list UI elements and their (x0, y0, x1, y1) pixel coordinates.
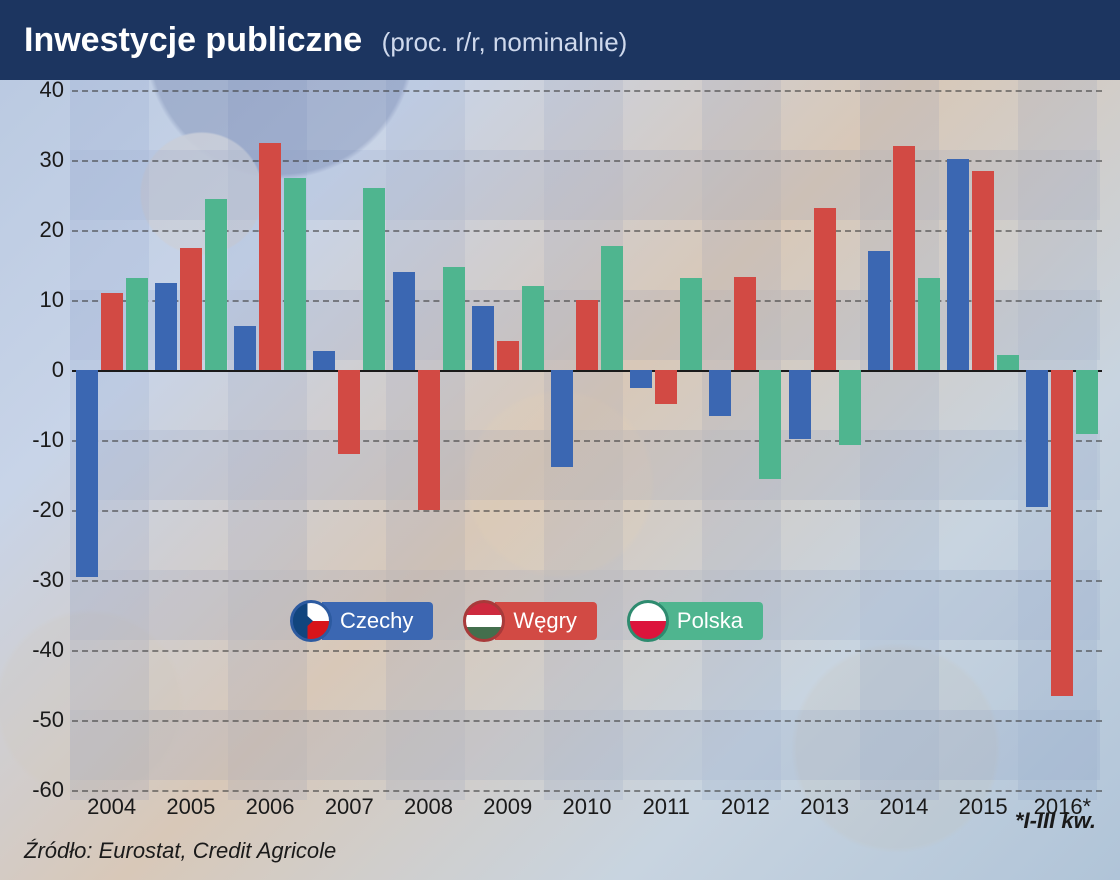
bar-polska-2006 (284, 178, 306, 371)
x-tick-label: 2008 (404, 794, 453, 820)
x-tick-label: 2007 (325, 794, 374, 820)
chart-title: Inwestycje publiczne (proc. r/r, nominal… (24, 21, 627, 60)
legend-item-hu: Węgry (463, 600, 597, 642)
gridline (72, 580, 1102, 582)
flag-icon-pl (627, 600, 669, 642)
y-tick-label: 10 (16, 287, 64, 313)
legend-label: Czechy (322, 602, 433, 640)
legend-item-cz: Czechy (290, 600, 433, 642)
x-tick-label: 2010 (563, 794, 612, 820)
y-tick-label: -40 (16, 637, 64, 663)
bar-polska-2013 (839, 370, 861, 445)
bar-czechy-2005 (155, 283, 177, 371)
y-tick-label: -10 (16, 427, 64, 453)
bar-polska-2007 (363, 188, 385, 370)
bar-czechy-2008 (393, 272, 415, 370)
y-tick-label: 20 (16, 217, 64, 243)
gridline (72, 720, 1102, 722)
bar-węgry-2007 (338, 370, 360, 454)
legend-item-pl: Polska (627, 600, 763, 642)
bar-polska-2011 (680, 278, 702, 370)
bar-polska-2016* (1076, 370, 1098, 434)
bar-węgry-2005 (180, 248, 202, 371)
bar-polska-2005 (205, 199, 227, 371)
bar-polska-2009 (522, 286, 544, 370)
bar-czechy-2006 (234, 326, 256, 370)
bar-czechy-2004 (76, 370, 98, 577)
bar-polska-2008 (443, 267, 465, 370)
x-tick-label: 2006 (246, 794, 295, 820)
bar-czechy-2013 (789, 370, 811, 439)
bar-węgry-2013 (814, 208, 836, 370)
chart-area: 403020100-10-20-30-40-50-602004200520062… (18, 90, 1102, 810)
bar-węgry-2014 (893, 146, 915, 370)
y-tick-label: -20 (16, 497, 64, 523)
x-tick-label: 2013 (800, 794, 849, 820)
zero-axis (72, 370, 1102, 372)
bar-węgry-2010 (576, 300, 598, 370)
bar-czechy-2009 (472, 306, 494, 370)
bar-czechy-2016* (1026, 370, 1048, 507)
bar-czechy-2011 (630, 370, 652, 388)
gridline (72, 90, 1102, 92)
bar-polska-2010 (601, 246, 623, 370)
legend-label: Polska (659, 602, 763, 640)
legend-label: Węgry (495, 602, 597, 640)
bar-polska-2015 (997, 355, 1019, 370)
bar-węgry-2012 (734, 277, 756, 370)
y-tick-label: -60 (16, 777, 64, 803)
title-subtitle: (proc. r/r, nominalnie) (382, 27, 628, 57)
x-tick-label: 2005 (166, 794, 215, 820)
bar-węgry-2008 (418, 370, 440, 510)
y-tick-label: -50 (16, 707, 64, 733)
bar-węgry-2011 (655, 370, 677, 404)
x-tick-label: 2004 (87, 794, 136, 820)
bar-węgry-2004 (101, 293, 123, 370)
bar-węgry-2009 (497, 341, 519, 370)
title-main: Inwestycje publiczne (24, 21, 362, 59)
bar-węgry-2016* (1051, 370, 1073, 696)
flag-icon-cz (290, 600, 332, 642)
bar-czechy-2007 (313, 351, 335, 370)
x-tick-label: 2012 (721, 794, 770, 820)
x-tick-label: 2014 (879, 794, 928, 820)
bar-czechy-2015 (947, 159, 969, 370)
bar-polska-2012 (759, 370, 781, 479)
gridline (72, 440, 1102, 442)
legend: Czechy Węgry Polska (290, 600, 763, 642)
gridline (72, 650, 1102, 652)
gridline (72, 790, 1102, 792)
y-tick-label: 0 (16, 357, 64, 383)
bar-polska-2014 (918, 278, 940, 370)
x-tick-label: 2011 (643, 794, 690, 820)
y-tick-label: 40 (16, 77, 64, 103)
bar-polska-2004 (126, 278, 148, 370)
chart-header: Inwestycje publiczne (proc. r/r, nominal… (0, 0, 1120, 80)
bar-czechy-2010 (551, 370, 573, 467)
x-tick-label: 2009 (483, 794, 532, 820)
gridline (72, 510, 1102, 512)
bar-czechy-2012 (709, 370, 731, 416)
y-tick-label: 30 (16, 147, 64, 173)
footnote: *I-III kw. (1015, 808, 1096, 834)
bar-węgry-2006 (259, 143, 281, 371)
bar-czechy-2014 (868, 251, 890, 370)
bar-węgry-2015 (972, 171, 994, 371)
plot-area: 403020100-10-20-30-40-50-602004200520062… (72, 90, 1102, 790)
source-text: Źródło: Eurostat, Credit Agricole (24, 838, 336, 864)
y-tick-label: -30 (16, 567, 64, 593)
x-tick-label: 2015 (959, 794, 1008, 820)
